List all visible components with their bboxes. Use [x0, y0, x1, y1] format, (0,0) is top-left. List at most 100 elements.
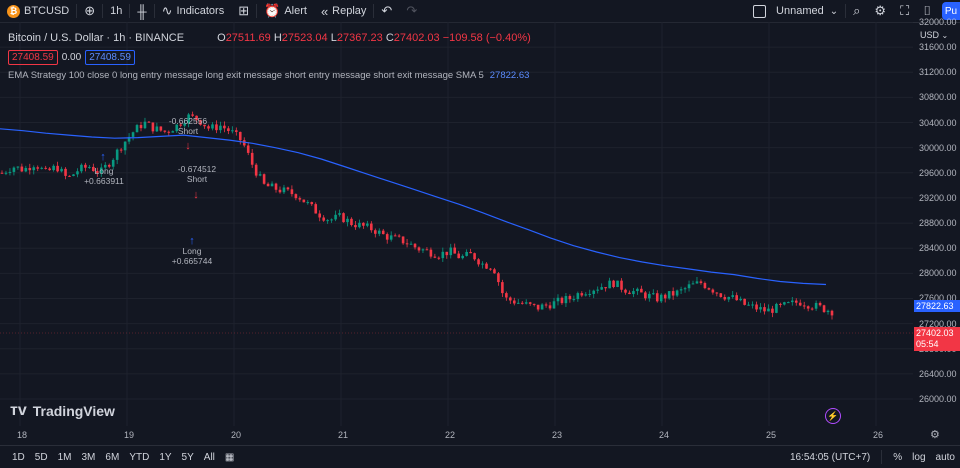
- candle-body: [767, 308, 770, 312]
- candle-body: [342, 213, 345, 223]
- candle-body: [810, 308, 814, 310]
- redo-button[interactable]: ↷: [399, 0, 424, 22]
- candle-body: [262, 174, 266, 184]
- candle-body: [147, 121, 151, 123]
- price-axis[interactable]: 32000.00 31600.00 31200.00 30800.00 30400.00…: [913, 17, 960, 432]
- settings-button[interactable]: ⚙: [867, 0, 893, 22]
- candle-body: [481, 263, 484, 265]
- time-tick: 21: [338, 430, 349, 440]
- compare-button[interactable]: ⊕: [77, 0, 102, 22]
- alert-label: Alert: [284, 5, 307, 17]
- tv-logo-icon: ᴛᴠ: [10, 402, 27, 419]
- strategy-legend[interactable]: EMA Strategy 100 close 0 long entry mess…: [8, 70, 529, 81]
- candle-body: [830, 310, 834, 316]
- indicators-button[interactable]: ∿ Indicators: [155, 0, 232, 22]
- candle-body: [135, 125, 139, 133]
- candle-body: [250, 152, 254, 165]
- range-button-all[interactable]: All: [203, 451, 215, 463]
- candle-body: [246, 145, 250, 153]
- undo-button[interactable]: ↶: [374, 0, 399, 22]
- price-tick: 31600.00: [919, 42, 957, 53]
- candles-group: [0, 111, 834, 320]
- candle-body: [298, 198, 302, 200]
- price-chart[interactable]: ↓ ↑ ↓ ↑: [0, 22, 913, 426]
- candle-body: [0, 172, 4, 174]
- candle-body: [99, 167, 103, 174]
- time-tick: 25: [766, 430, 777, 440]
- time-axis[interactable]: 18 19 20 21 22 23 24 25 26: [0, 426, 913, 444]
- candle-body: [632, 291, 635, 295]
- range-button-5d[interactable]: 5D: [34, 451, 48, 463]
- candle-body: [56, 165, 59, 172]
- candle-body: [211, 124, 214, 129]
- range-button-1m[interactable]: 1M: [57, 451, 72, 463]
- alert-button[interactable]: ⏰ Alert: [257, 0, 314, 22]
- ohlc-values: O27511.69 H27523.04 L27367.23 C27402.03 …: [217, 32, 531, 44]
- candle-body: [691, 283, 695, 285]
- candle-body: [163, 130, 167, 132]
- candle-body: [735, 295, 738, 301]
- layout-button[interactable]: Unnamed ⌄: [746, 0, 845, 22]
- symbol-search[interactable]: ₿ BTCUSD: [0, 0, 76, 22]
- range-button-3m[interactable]: 3M: [81, 451, 96, 463]
- candle-body: [88, 166, 91, 168]
- percent-toggle[interactable]: %: [893, 451, 903, 463]
- candle-body: [159, 126, 163, 131]
- candle-body: [28, 167, 32, 171]
- candle-body: [695, 281, 699, 284]
- fullscreen-button[interactable]: ⛶: [893, 0, 916, 22]
- goto-date-button[interactable]: ▦: [220, 452, 239, 463]
- candle-body: [576, 293, 580, 300]
- candle-body: [183, 123, 186, 126]
- candle-body: [68, 175, 71, 177]
- currency-label[interactable]: USD ⌄: [920, 30, 949, 40]
- tradingview-logo[interactable]: ᴛᴠ TradingView: [10, 402, 115, 420]
- range-button-1d[interactable]: 1D: [12, 451, 25, 463]
- signal-label-long-1: Long +0.663911: [84, 166, 124, 186]
- interval-label: 1h: [110, 5, 123, 17]
- candle-body: [437, 257, 441, 259]
- snapshot-button[interactable]: ⌷: [916, 0, 938, 22]
- signal-markers: ↓ ↑ ↓ ↑: [100, 140, 199, 247]
- candle-body: [584, 294, 588, 296]
- candle-body: [223, 125, 226, 129]
- axis-settings-button[interactable]: ⚙: [930, 428, 940, 441]
- interval-button[interactable]: 1h: [103, 0, 129, 22]
- range-button-ytd[interactable]: YTD: [129, 451, 150, 463]
- auto-toggle[interactable]: auto: [935, 451, 955, 463]
- camera-icon: ⌷: [923, 3, 931, 18]
- buy-price-chip[interactable]: 27408.59: [85, 50, 135, 65]
- candle-body: [175, 124, 179, 132]
- candle-body: [92, 166, 95, 172]
- range-button-6m[interactable]: 6M: [105, 451, 120, 463]
- candle-body: [377, 230, 381, 234]
- lightning-icon[interactable]: ⚡: [825, 408, 841, 424]
- candle-body: [52, 165, 55, 171]
- divider: [129, 4, 131, 18]
- chevron-down-icon: ⌄: [941, 31, 949, 40]
- candle-body: [445, 251, 449, 256]
- templates-button[interactable]: ⊞: [231, 0, 256, 22]
- symbol-title[interactable]: Bitcoin / U.S. Dollar · 1h · BINANCE: [8, 32, 185, 44]
- candle-body: [620, 280, 623, 290]
- candle-body: [302, 199, 306, 203]
- sell-price-chip[interactable]: 27408.59: [8, 50, 58, 65]
- candle-body: [123, 141, 127, 151]
- clock[interactable]: 16:54:05 (UTC+7): [789, 451, 871, 463]
- candle-body: [286, 187, 290, 190]
- candle-body: [393, 235, 397, 237]
- search-button[interactable]: ⌕: [846, 0, 867, 22]
- long-arrow-1: ↑: [100, 151, 106, 163]
- chart-type-button[interactable]: ╫: [130, 0, 153, 22]
- candle-body: [294, 194, 298, 199]
- candle-body: [822, 305, 826, 313]
- publish-button[interactable]: Pu: [942, 2, 960, 20]
- price-tick: 29200.00: [919, 192, 957, 203]
- candle-body: [24, 167, 28, 172]
- log-toggle[interactable]: log: [912, 451, 926, 463]
- price-tick: 29600.00: [919, 167, 957, 178]
- range-button-5y[interactable]: 5Y: [181, 451, 194, 463]
- replay-button[interactable]: « Replay: [314, 0, 373, 22]
- range-button-1y[interactable]: 1Y: [159, 451, 172, 463]
- candle-body: [826, 310, 830, 313]
